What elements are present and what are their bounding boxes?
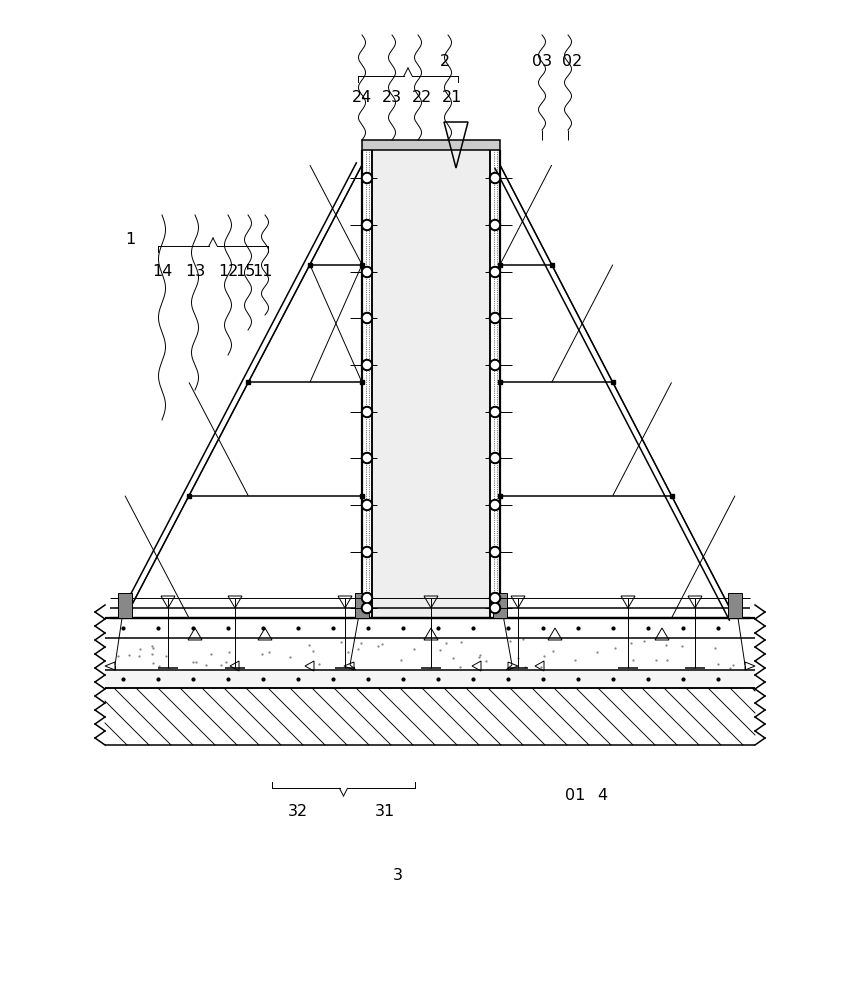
Circle shape <box>492 548 498 555</box>
Text: 15: 15 <box>235 264 255 279</box>
Circle shape <box>363 314 370 322</box>
Circle shape <box>362 312 373 324</box>
Circle shape <box>490 499 500 510</box>
Circle shape <box>363 454 370 462</box>
Circle shape <box>363 408 370 416</box>
Circle shape <box>492 174 498 181</box>
Bar <box>355 593 369 618</box>
Circle shape <box>492 222 498 229</box>
Circle shape <box>362 592 373 604</box>
Circle shape <box>362 602 373 613</box>
Text: 24: 24 <box>352 91 372 105</box>
Text: 2: 2 <box>440 54 450 69</box>
Text: 02: 02 <box>562 54 582 69</box>
Circle shape <box>362 406 373 418</box>
Circle shape <box>362 220 373 231</box>
Circle shape <box>492 408 498 416</box>
Text: 23: 23 <box>382 91 402 105</box>
Text: 31: 31 <box>374 804 395 820</box>
Bar <box>728 593 742 618</box>
Circle shape <box>363 604 370 611</box>
Text: 1: 1 <box>125 232 135 247</box>
Text: 21: 21 <box>442 91 463 105</box>
Circle shape <box>492 604 498 611</box>
Text: 11: 11 <box>251 264 272 279</box>
Circle shape <box>490 452 500 464</box>
Circle shape <box>363 222 370 229</box>
Bar <box>105 688 755 745</box>
Bar <box>118 593 132 618</box>
Circle shape <box>490 406 500 418</box>
Circle shape <box>362 360 373 370</box>
Text: 01: 01 <box>565 788 585 802</box>
Circle shape <box>490 172 500 183</box>
Text: 03: 03 <box>532 54 552 69</box>
Text: 3: 3 <box>393 867 403 882</box>
Text: 22: 22 <box>412 91 432 105</box>
Circle shape <box>490 592 500 604</box>
Circle shape <box>363 268 370 275</box>
Circle shape <box>490 220 500 231</box>
Circle shape <box>492 502 498 508</box>
Circle shape <box>492 454 498 462</box>
Circle shape <box>362 452 373 464</box>
Text: 4: 4 <box>597 788 607 802</box>
Circle shape <box>362 546 373 557</box>
Text: 12: 12 <box>218 264 239 279</box>
Circle shape <box>492 361 498 368</box>
Bar <box>372 150 490 618</box>
Circle shape <box>363 548 370 555</box>
Circle shape <box>492 594 498 602</box>
Circle shape <box>490 546 500 557</box>
Circle shape <box>363 361 370 368</box>
Circle shape <box>362 172 373 183</box>
Text: 32: 32 <box>288 804 308 820</box>
Circle shape <box>363 594 370 602</box>
Circle shape <box>363 174 370 181</box>
Circle shape <box>490 266 500 277</box>
Circle shape <box>362 266 373 277</box>
Text: 13: 13 <box>185 264 205 279</box>
Circle shape <box>490 312 500 324</box>
Circle shape <box>492 268 498 275</box>
Circle shape <box>492 314 498 322</box>
Bar <box>362 140 500 150</box>
Bar <box>493 593 507 618</box>
Circle shape <box>363 502 370 508</box>
Circle shape <box>490 360 500 370</box>
Text: 14: 14 <box>152 264 172 279</box>
Bar <box>105 670 755 688</box>
Circle shape <box>490 602 500 613</box>
Circle shape <box>362 499 373 510</box>
